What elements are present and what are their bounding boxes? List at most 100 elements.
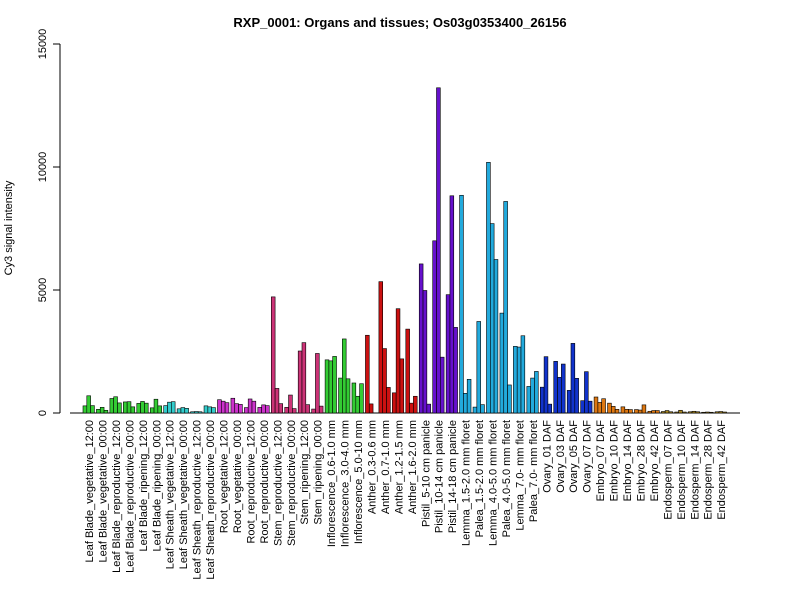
bar xyxy=(507,384,512,414)
bar xyxy=(534,371,539,414)
x-tick-label: Anther_1.2-1.5 mm xyxy=(393,420,405,514)
bar xyxy=(301,342,307,414)
bar xyxy=(601,398,606,414)
bar xyxy=(345,378,351,414)
bar xyxy=(547,403,553,414)
x-tick-label: Root_reproductive_12:00 xyxy=(245,420,257,544)
bar xyxy=(678,409,683,414)
x-tick-label: Ovary_05 DAF xyxy=(568,420,580,493)
x-tick-label: Embryo_14 DAF xyxy=(622,420,634,502)
bar xyxy=(247,398,253,414)
bar xyxy=(584,371,589,414)
bar xyxy=(157,405,162,414)
x-tick-label: Leaf Sheath_reproductive_12:00 xyxy=(192,420,204,580)
bar xyxy=(230,397,236,414)
bar xyxy=(324,359,330,414)
bar xyxy=(587,400,593,414)
x-tick-label: Endosperm_42 DAF xyxy=(716,420,728,520)
bar xyxy=(351,382,357,414)
bar xyxy=(691,410,697,414)
bar xyxy=(274,388,280,414)
x-tick-label: Leaf Blade_reproductive_12:00 xyxy=(111,420,123,573)
bar xyxy=(593,396,599,414)
x-tick-label: Root_vegetative_00:00 xyxy=(232,420,244,533)
bar xyxy=(520,335,526,414)
bar xyxy=(499,312,505,414)
x-tick-label: Pistil_5-10 cm panicle xyxy=(420,420,432,527)
bar xyxy=(439,356,445,414)
bar xyxy=(305,404,310,414)
x-tick-label: Embryo_07 DAF xyxy=(595,420,607,502)
bar xyxy=(284,407,289,414)
bar xyxy=(144,402,149,414)
bar xyxy=(513,346,518,414)
bar xyxy=(395,308,401,414)
y-tick-label: 10000 xyxy=(37,152,49,183)
chart-title: RXP_0001: Organs and tissues; Os03g03534… xyxy=(233,15,566,30)
x-tick-label: Endosperm_10 DAF xyxy=(676,420,688,520)
x-tick-label: Inflorescence_3.0-4.0 mm xyxy=(340,420,352,547)
x-tick-label: Root_reproductive_00:00 xyxy=(259,420,271,544)
bar xyxy=(409,402,414,414)
bar xyxy=(516,346,522,414)
bar xyxy=(297,350,303,414)
x-tick-label: Anther_0.3-0.6 mm xyxy=(366,420,378,514)
y-tick-label: 0 xyxy=(37,410,49,416)
bar xyxy=(82,405,88,414)
bar xyxy=(136,403,141,414)
bar xyxy=(463,393,468,414)
x-tick-label: Anther_0.7-1.0 mm xyxy=(380,420,392,514)
bar xyxy=(539,386,545,414)
bar xyxy=(278,403,283,414)
bar xyxy=(651,410,656,414)
bar xyxy=(530,377,535,414)
x-tick-label: Leaf Sheath_vegetative_00:00 xyxy=(178,420,190,569)
bar xyxy=(217,399,222,414)
bar xyxy=(476,321,481,414)
bar xyxy=(257,407,262,414)
x-tick-labels: Leaf Blade_vegetative_12:00 Leaf Blade_ve… xyxy=(84,420,728,580)
bar xyxy=(171,401,176,414)
bar xyxy=(489,223,495,414)
bar xyxy=(328,360,333,414)
bar xyxy=(611,406,616,414)
x-tick-label: Leaf Blade_ripening_00:00 xyxy=(151,420,163,552)
bar xyxy=(338,377,343,414)
bar xyxy=(526,386,531,414)
bar xyxy=(426,403,431,414)
x-tick-label: Embryo_10 DAF xyxy=(609,420,621,502)
bar xyxy=(365,334,370,414)
bar xyxy=(311,408,316,414)
bar xyxy=(701,411,706,414)
bar xyxy=(190,411,195,414)
bar xyxy=(708,411,714,414)
x-tick-label: Leaf Sheath_vegetative_12:00 xyxy=(165,420,177,569)
bar xyxy=(234,403,239,414)
bar xyxy=(378,281,383,414)
bar xyxy=(130,406,136,414)
bar xyxy=(436,87,441,414)
bar xyxy=(503,201,508,414)
y-ticks: 0 5000 10000 15000 xyxy=(37,29,60,416)
bar xyxy=(574,378,579,414)
bar xyxy=(449,195,455,414)
bar xyxy=(167,401,172,414)
x-tick-label: Leaf Blade_ripening_12:00 xyxy=(138,420,150,552)
bar xyxy=(472,406,478,414)
bar xyxy=(453,327,458,414)
bar xyxy=(265,405,270,414)
bar xyxy=(180,407,186,414)
bar xyxy=(714,411,720,414)
y-axis-label: Cy3 signal intensity xyxy=(3,180,15,275)
bar xyxy=(620,406,626,414)
bar xyxy=(695,411,700,414)
bar xyxy=(244,407,249,414)
bar xyxy=(614,409,620,414)
bar xyxy=(251,400,257,414)
bar xyxy=(705,411,710,414)
bar xyxy=(103,409,109,414)
bar xyxy=(153,398,159,414)
bar xyxy=(637,409,643,414)
x-tick-label: Lemma_1.5-2.0 mm floret xyxy=(461,420,473,546)
